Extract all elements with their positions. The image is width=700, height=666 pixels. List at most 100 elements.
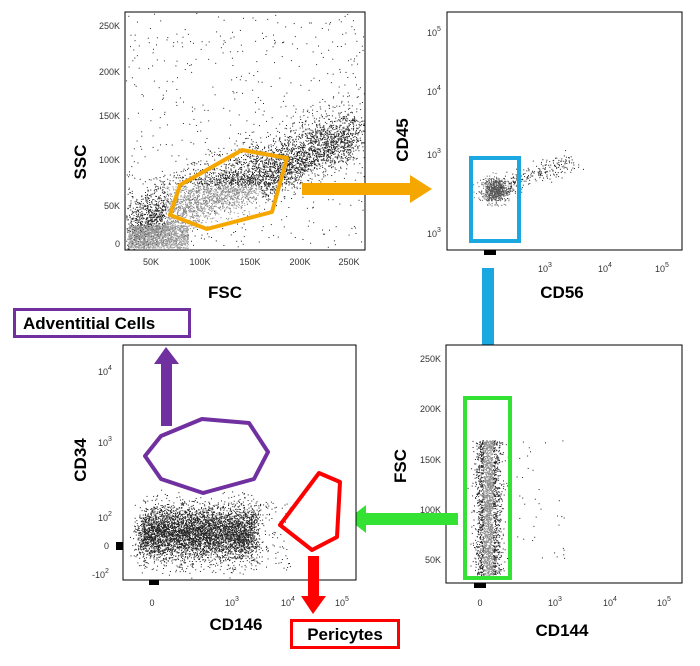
event-dot bbox=[301, 168, 303, 170]
event-dot bbox=[249, 183, 251, 185]
event-dot bbox=[214, 172, 216, 174]
event-dot bbox=[176, 221, 178, 223]
event-dot bbox=[335, 161, 337, 163]
event-dot bbox=[184, 222, 186, 224]
event-dot bbox=[361, 123, 363, 125]
event-dot bbox=[315, 163, 317, 165]
event-dot bbox=[249, 161, 251, 162]
event-dot bbox=[128, 205, 130, 207]
event-dot bbox=[311, 134, 313, 135]
event-dot bbox=[167, 227, 169, 229]
event-dot bbox=[219, 186, 221, 188]
event-dot bbox=[169, 203, 171, 205]
event-dot bbox=[354, 145, 356, 147]
event-dot bbox=[345, 116, 347, 118]
event-dot bbox=[281, 163, 283, 165]
event-dot bbox=[292, 161, 294, 163]
event-dot bbox=[322, 149, 324, 151]
event-dot bbox=[197, 204, 199, 206]
event-dot bbox=[357, 120, 359, 122]
event-dot bbox=[302, 150, 304, 152]
event-dot bbox=[355, 144, 357, 146]
event-dot bbox=[187, 198, 189, 200]
event-dot bbox=[184, 212, 186, 214]
event-dot bbox=[252, 165, 254, 167]
event-dot bbox=[194, 214, 196, 216]
event-dot bbox=[139, 229, 141, 231]
event-dot bbox=[158, 213, 160, 215]
event-dot bbox=[279, 149, 281, 151]
event-dot bbox=[269, 162, 271, 164]
event-dot bbox=[255, 198, 257, 200]
event-dot bbox=[230, 179, 232, 181]
event-dot bbox=[320, 145, 322, 147]
event-dot bbox=[196, 199, 197, 201]
event-dot bbox=[349, 141, 351, 143]
event-dot bbox=[347, 142, 349, 144]
event-dot bbox=[251, 160, 252, 162]
event-dot bbox=[179, 208, 181, 209]
event-dot bbox=[341, 156, 343, 157]
event-dot bbox=[184, 192, 185, 194]
event-dot bbox=[303, 145, 305, 147]
event-dot bbox=[207, 195, 208, 197]
event-dot bbox=[232, 179, 233, 181]
event-dot bbox=[303, 144, 305, 146]
event-dot bbox=[186, 189, 188, 191]
event-dot bbox=[319, 165, 321, 167]
event-dot bbox=[131, 243, 133, 245]
event-dot bbox=[152, 209, 154, 211]
event-dot bbox=[247, 170, 249, 172]
event-dot bbox=[221, 191, 223, 193]
event-dot bbox=[311, 145, 313, 147]
event-dot bbox=[230, 170, 232, 172]
event-dot bbox=[349, 154, 351, 156]
event-dot bbox=[284, 139, 286, 141]
event-dot bbox=[212, 155, 214, 157]
event-dot bbox=[271, 117, 273, 119]
event-dot bbox=[155, 209, 157, 211]
event-dot bbox=[347, 113, 349, 115]
event-dot bbox=[155, 207, 157, 209]
event-dot bbox=[313, 146, 315, 148]
event-dot bbox=[300, 166, 302, 168]
event-dot bbox=[256, 154, 258, 156]
event-dot bbox=[198, 221, 200, 223]
event-dot bbox=[173, 176, 175, 178]
event-dot bbox=[279, 138, 281, 139]
event-dot bbox=[332, 160, 334, 162]
event-dot bbox=[347, 96, 349, 98]
event-dot bbox=[138, 217, 140, 219]
event-dot bbox=[325, 145, 327, 147]
event-dot bbox=[289, 170, 291, 171]
event-dot bbox=[251, 203, 253, 204]
event-dot bbox=[343, 139, 345, 141]
event-dot bbox=[268, 183, 270, 184]
event-dot bbox=[332, 122, 333, 124]
event-dot bbox=[341, 150, 343, 152]
event-dot bbox=[154, 216, 156, 218]
event-dot bbox=[290, 172, 292, 174]
event-dot bbox=[261, 172, 263, 173]
event-dot bbox=[333, 96, 335, 98]
event-dot bbox=[272, 165, 274, 167]
event-dot bbox=[162, 237, 164, 239]
event-dot bbox=[344, 149, 346, 151]
event-dot bbox=[283, 153, 285, 155]
event-dot bbox=[281, 154, 283, 156]
event-dot bbox=[302, 125, 303, 127]
event-dot bbox=[325, 131, 327, 133]
event-dot bbox=[168, 223, 170, 225]
event-dot bbox=[240, 182, 242, 184]
event-dot bbox=[358, 123, 360, 125]
event-dot bbox=[265, 183, 267, 185]
event-dot bbox=[363, 142, 365, 144]
event-dot bbox=[255, 188, 257, 189]
event-dot bbox=[265, 185, 267, 187]
event-dot bbox=[250, 176, 252, 178]
event-dot bbox=[222, 208, 224, 210]
event-dot bbox=[228, 176, 230, 178]
event-dot bbox=[318, 120, 320, 122]
event-dot bbox=[261, 192, 263, 194]
event-dot bbox=[317, 144, 319, 146]
